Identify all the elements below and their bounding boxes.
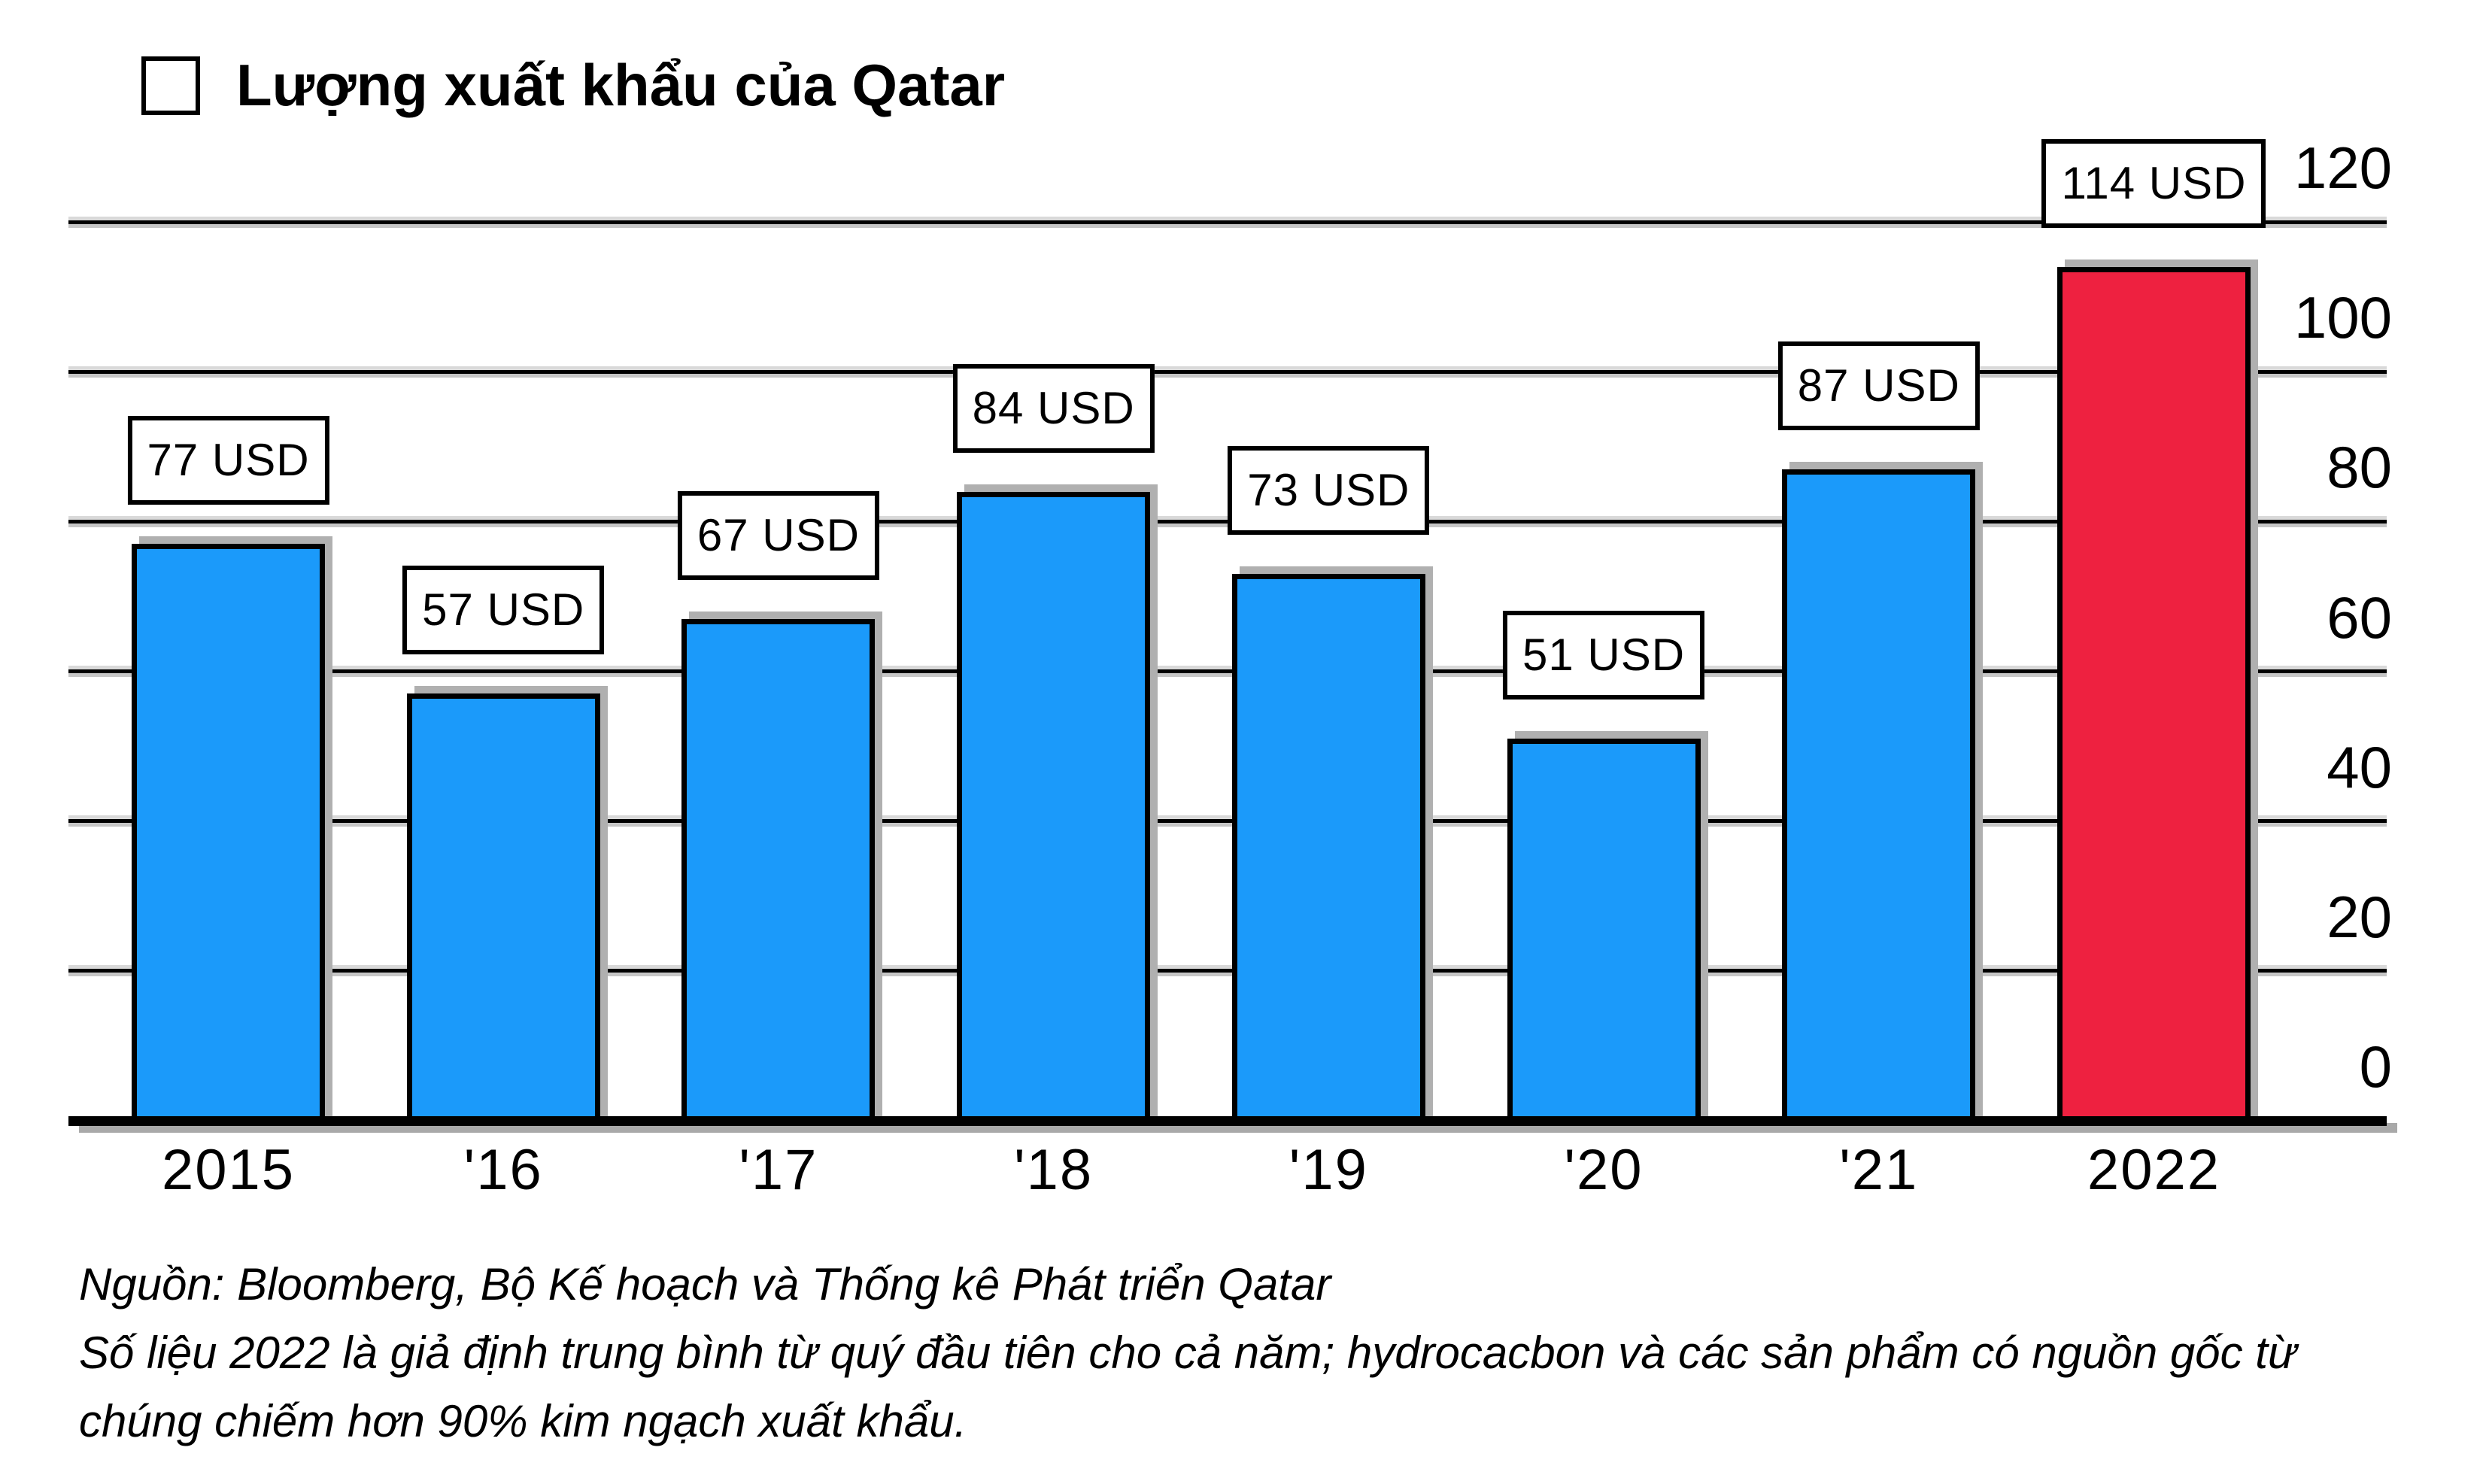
gridline-40 (68, 819, 2387, 824)
x-axis-label-2022: 2022 (2087, 1138, 2221, 1202)
y-axis-label-40: 40 (2327, 733, 2392, 800)
chart-title: Lượng xuất khẩu của Qatar (236, 52, 1006, 118)
y-axis-label-0: 0 (2359, 1033, 2392, 1100)
gridline-120 (68, 220, 2387, 224)
y-axis-label-80: 80 (2327, 434, 2392, 501)
source-note: Nguồn: Bloomberg, Bộ Kế hoạch và Thống k… (79, 1250, 2296, 1455)
legend-swatch (141, 56, 200, 115)
source-note-line-2: Số liệu 2022 là giả định trung bình từ q… (79, 1328, 2296, 1378)
x-axis-label-17: '17 (739, 1138, 818, 1202)
x-axis-label-2015: 2015 (161, 1138, 296, 1202)
bar-21 (1782, 469, 1976, 1125)
bar-20 (1507, 739, 1701, 1125)
x-axis-label-20: '20 (1564, 1138, 1644, 1202)
value-label-19: 73 USD (1228, 446, 1430, 536)
bar-18 (957, 491, 1151, 1125)
value-label-21: 87 USD (1777, 341, 1980, 430)
value-label-2022: 114 USD (2041, 138, 2266, 228)
value-label-18: 84 USD (952, 363, 1155, 453)
gridline-80 (68, 519, 2387, 523)
value-label-16: 57 USD (402, 566, 605, 655)
y-axis-label-100: 100 (2293, 284, 2392, 351)
gridline-100 (68, 369, 2387, 374)
gridline-20 (68, 969, 2387, 973)
bar-17 (681, 618, 876, 1125)
legend: Lượng xuất khẩu của Qatar (141, 51, 1005, 120)
bar-2022 (2056, 266, 2251, 1125)
bar-19 (1231, 574, 1425, 1125)
gridline-60 (68, 669, 2387, 673)
y-axis-label-20: 20 (2327, 883, 2392, 950)
x-axis-label-18: '18 (1014, 1138, 1094, 1202)
x-axis-label-16: '16 (463, 1138, 543, 1202)
y-axis-label-120: 120 (2293, 135, 2392, 201)
x-axis-label-21: '21 (1839, 1138, 1919, 1202)
value-label-20: 51 USD (1503, 611, 1705, 700)
x-axis-label-19: '19 (1289, 1138, 1368, 1202)
source-note-line-3: chúng chiếm hơn 90% kim ngạch xuất khẩu. (79, 1396, 967, 1446)
source-note-line-1: Nguồn: Bloomberg, Bộ Kế hoạch và Thống k… (79, 1259, 1331, 1310)
y-axis-label-60: 60 (2327, 584, 2392, 651)
value-label-17: 67 USD (677, 490, 879, 580)
x-axis-line (68, 1116, 2387, 1126)
value-label-2015: 77 USD (127, 416, 329, 505)
bar-16 (406, 693, 600, 1125)
bar-2015 (132, 544, 325, 1125)
